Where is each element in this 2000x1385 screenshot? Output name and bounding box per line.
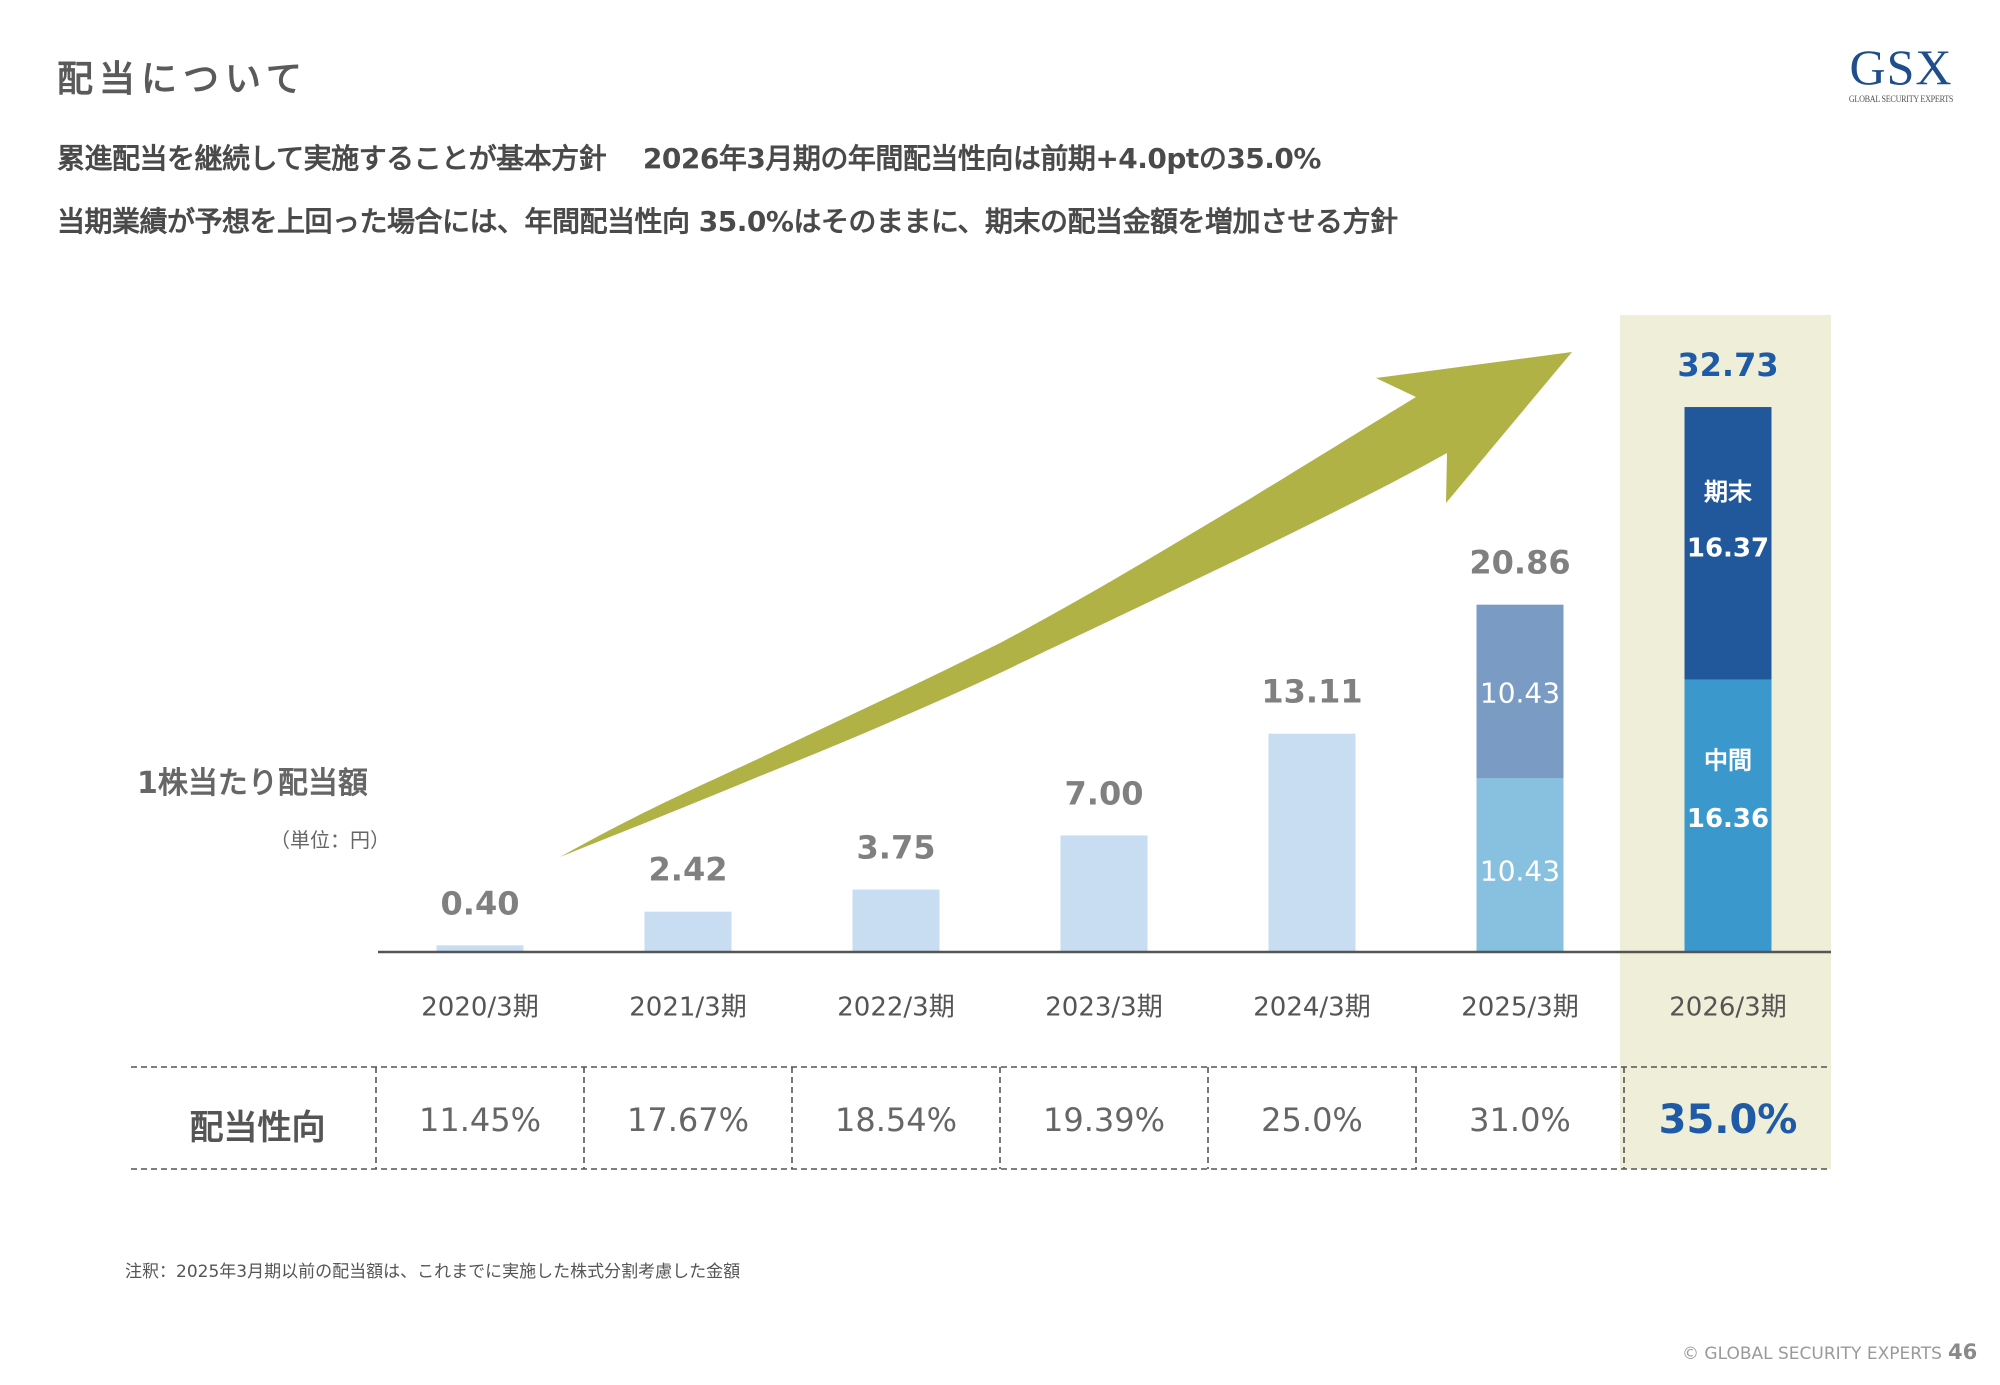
payout-ratio-value: 18.54% [835, 1101, 957, 1139]
page-title: 配当について [57, 59, 308, 100]
payout-ratio-value: 31.0% [1469, 1101, 1571, 1139]
data-label-total: 7.00 [1065, 774, 1144, 812]
x-tick-label: 2021/3期 [629, 993, 746, 1023]
copyright: © GLOBAL SECURITY EXPERTS [1682, 1344, 1942, 1364]
labels-group: 0.40 2020/3期 11.45% 2.42 2021/3期 17.67% 3.75 20… [419, 346, 1797, 1143]
bar-interim [1476, 778, 1564, 952]
bar [1268, 733, 1356, 952]
data-label-total: 2.42 [649, 851, 728, 889]
growth-arrow [560, 352, 1572, 857]
footnote: 注釈：2025年3月期以前の配当額は、これまでに実施した株式分割考慮した金額 [125, 1262, 741, 1282]
data-label-total: 0.40 [441, 884, 520, 922]
bar [436, 945, 524, 952]
subtitle-policy: 累進配当を継続して実施することが基本方針 2026年3月期の年間配当性向は前期+… [57, 142, 1321, 175]
x-tick-label: 2024/3期 [1253, 993, 1370, 1023]
page-number: 46 [1948, 1340, 1978, 1364]
x-tick-label: 2026/3期 [1669, 993, 1786, 1023]
segment-value-year-end: 10.43 [1480, 677, 1560, 710]
y-axis-title: 1株当たり配当額 [137, 766, 368, 801]
payout-ratio-label: 配当性向 [189, 1108, 326, 1148]
x-tick-label: 2025/3期 [1461, 993, 1578, 1023]
company-logo: GSX GLOBAL SECURITY EXPERTS [1836, 42, 1966, 104]
bar [644, 911, 732, 952]
bar-year-end [1684, 407, 1772, 680]
payout-ratio-value: 17.67% [627, 1101, 749, 1139]
bars-group [436, 407, 1772, 952]
bar-year-end [1476, 604, 1564, 779]
bar [852, 889, 940, 952]
payout-ratio-value: 25.0% [1261, 1101, 1363, 1139]
logo-subtext: GLOBAL SECURITY EXPERTS [1848, 94, 1954, 104]
y-axis-unit: （単位：円） [270, 828, 390, 852]
segment-name-interim: 中間 [1704, 747, 1752, 775]
payout-table-grid [131, 1066, 1831, 1170]
segment-name-year-end: 期末 [1704, 478, 1753, 506]
bar [1060, 835, 1148, 952]
data-label-total: 32.73 [1677, 346, 1778, 384]
payout-ratio-value: 11.45% [419, 1101, 541, 1139]
segment-value-year-end: 16.37 [1687, 534, 1769, 564]
subtitle-dividend-plan: 当期業績が予想を上回った場合には、年間配当性向 35.0%はそのままに、期末の配… [57, 205, 1398, 238]
data-label-total: 3.75 [857, 829, 936, 867]
payout-ratio-value-highlight: 35.0% [1659, 1097, 1798, 1143]
x-tick-label: 2022/3期 [837, 993, 954, 1023]
data-label-total: 13.11 [1261, 673, 1362, 711]
segment-value-interim: 16.36 [1687, 804, 1769, 834]
x-tick-label: 2023/3期 [1045, 993, 1162, 1023]
growth-arrow-icon [560, 352, 1572, 857]
data-label-total: 20.86 [1469, 544, 1570, 582]
payout-ratio-value: 19.39% [1043, 1101, 1165, 1139]
segment-value-interim: 10.43 [1480, 854, 1560, 887]
logo-mark: GSX [1849, 39, 1953, 95]
x-tick-label: 2020/3期 [421, 993, 538, 1023]
bar-interim [1684, 679, 1772, 952]
